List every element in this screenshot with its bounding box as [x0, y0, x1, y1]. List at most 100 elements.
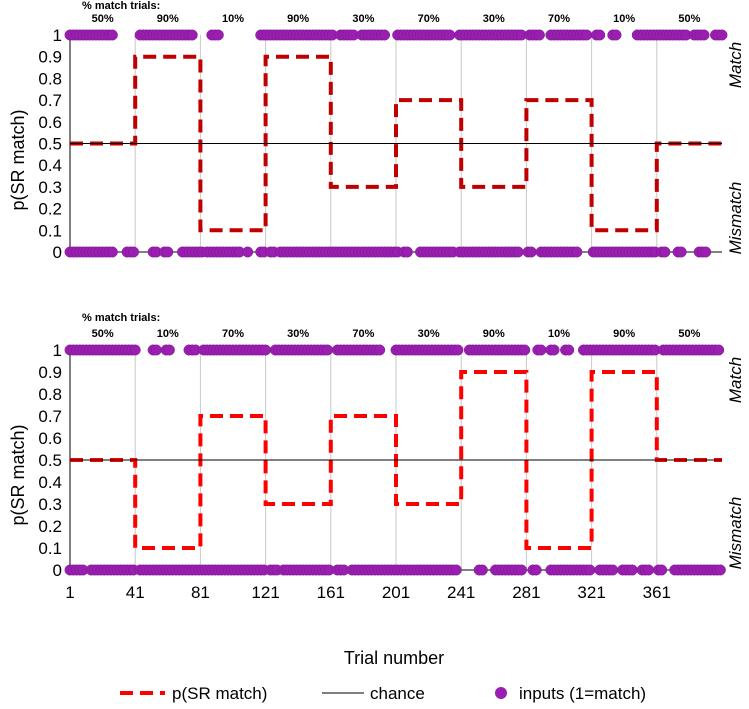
y-ticks: 0 0.1 0.2 0.3 0.4 0.5 0.6 0.7 0.8 0.9 1	[38, 26, 62, 262]
input-point-mismatch	[530, 564, 542, 576]
input-point-mismatch	[714, 564, 726, 576]
x-tick-label: 81	[191, 583, 210, 602]
block-label: 90%	[157, 13, 179, 25]
input-point-match	[713, 344, 725, 356]
input-point-mismatch	[700, 246, 712, 258]
y-tick-label: 0.1	[38, 539, 62, 558]
side-label-match: Match	[726, 357, 745, 403]
y-tick-label: 0.2	[38, 517, 62, 536]
x-ticks: 1 41 81 121 161 201 241 281 321 361	[65, 583, 671, 602]
input-point-match	[374, 344, 386, 356]
y-tick-label: 0.8	[38, 385, 62, 404]
panel-bottom: % match trials: 0 0.1 0.2 0.3 0.4 0.5 0.6 0.7 0.…	[8, 312, 745, 668]
block-label: 70%	[352, 328, 374, 340]
block-label: 70%	[222, 328, 244, 340]
input-point-mismatch	[242, 246, 254, 258]
block-label: 90%	[483, 328, 505, 340]
input-point-match	[594, 29, 606, 41]
block-label: 30%	[287, 328, 309, 340]
y-tick-label: 0.5	[38, 451, 62, 470]
input-point-mismatch	[626, 564, 638, 576]
input-point-mismatch	[476, 564, 488, 576]
input-point-mismatch	[643, 564, 655, 576]
input-point-mismatch	[656, 564, 668, 576]
block-label: 10%	[613, 13, 635, 25]
legend-inputs-label: inputs (1=match)	[519, 684, 646, 703]
input-point-match	[716, 29, 728, 41]
block-labels: 50% 90% 10% 90% 30% 70% 30% 70% 10% 50%	[92, 13, 701, 25]
y-tick-label: 0	[53, 243, 62, 262]
input-point-match	[163, 344, 175, 356]
y-tick-label: 0.9	[38, 48, 62, 67]
x-tick-label: 201	[382, 583, 410, 602]
series	[70, 370, 722, 550]
input-point-match	[129, 344, 141, 356]
block-label: 30%	[483, 13, 505, 25]
input-point-match	[563, 344, 575, 356]
input-point-mismatch	[401, 246, 413, 258]
input-point-match	[581, 29, 593, 41]
input-point-match	[452, 344, 464, 356]
input-point-mismatch	[516, 564, 527, 576]
x-tick-label: 361	[643, 583, 671, 602]
y-ticks: 0 0.1 0.2 0.3 0.4 0.5 0.6 0.7 0.8 0.9 1	[38, 341, 62, 580]
y-tick-label: 0.1	[38, 221, 62, 240]
y-tick-label: 0.5	[38, 135, 62, 154]
input-point-match	[698, 29, 710, 41]
y-tick-label: 0.8	[38, 69, 62, 88]
x-tick-label: 161	[317, 583, 345, 602]
side-label-mismatch: Mismatch	[726, 182, 745, 255]
input-point-match	[535, 344, 547, 356]
input-point-mismatch	[128, 246, 140, 258]
x-tick-label: 281	[512, 583, 540, 602]
x-tick-label: 121	[251, 583, 279, 602]
y-tick-label: 0.7	[38, 407, 62, 426]
block-labels: 50% 10% 70% 30% 70% 30% 90% 10% 90% 50%	[92, 328, 701, 340]
input-point-mismatch	[675, 246, 687, 258]
panel-top: % match trials: 0 0.1 0.2 0.3 0.4 0.5 0.6 0.7 0.…	[8, 0, 745, 262]
y-tick-label: 0.6	[38, 429, 62, 448]
inputs-points	[64, 344, 726, 576]
y-tick-label: 0.3	[38, 495, 62, 514]
y-axis-label: p(SR match)	[8, 424, 28, 525]
block-label: 30%	[352, 13, 374, 25]
input-point-mismatch	[659, 246, 671, 258]
y-tick-label: 0.4	[38, 473, 62, 492]
block-label: 50%	[92, 13, 114, 25]
block-label: 90%	[613, 328, 635, 340]
legend-sr-label: p(SR match)	[172, 684, 267, 703]
block-label: 50%	[678, 13, 700, 25]
x-axis-label: Trial number	[344, 648, 444, 668]
input-point-match	[548, 344, 560, 356]
input-point-match	[444, 29, 456, 41]
block-label: 90%	[287, 13, 309, 25]
input-point-match	[379, 29, 391, 41]
input-point-match	[106, 29, 118, 41]
input-point-mismatch	[106, 246, 118, 258]
y-axis-label: p(SR match)	[8, 109, 28, 210]
input-point-mismatch	[607, 564, 619, 576]
series	[70, 54, 722, 233]
series-sr-match	[70, 54, 722, 233]
input-point-match	[610, 29, 622, 41]
block-label: 30%	[418, 328, 440, 340]
block-label: 10%	[548, 328, 570, 340]
y-tick-label: 0.6	[38, 113, 62, 132]
side-label-mismatch: Mismatch	[726, 497, 745, 570]
legend-inputs-swatch	[495, 687, 507, 699]
x-tick-label: 1	[65, 583, 74, 602]
input-point-match	[533, 29, 545, 41]
y-tick-label: 0.9	[38, 363, 62, 382]
input-point-match	[260, 344, 272, 356]
input-point-mismatch	[450, 564, 462, 576]
input-point-mismatch	[162, 246, 174, 258]
x-tick-label: 321	[577, 583, 605, 602]
y-tick-label: 0.3	[38, 178, 62, 197]
y-tick-label: 1	[53, 341, 62, 360]
block-label: 50%	[92, 328, 114, 340]
y-tick-label: 0.2	[38, 200, 62, 219]
block-label: 10%	[157, 328, 179, 340]
y-tick-label: 1	[53, 26, 62, 45]
block-label: 70%	[548, 13, 570, 25]
